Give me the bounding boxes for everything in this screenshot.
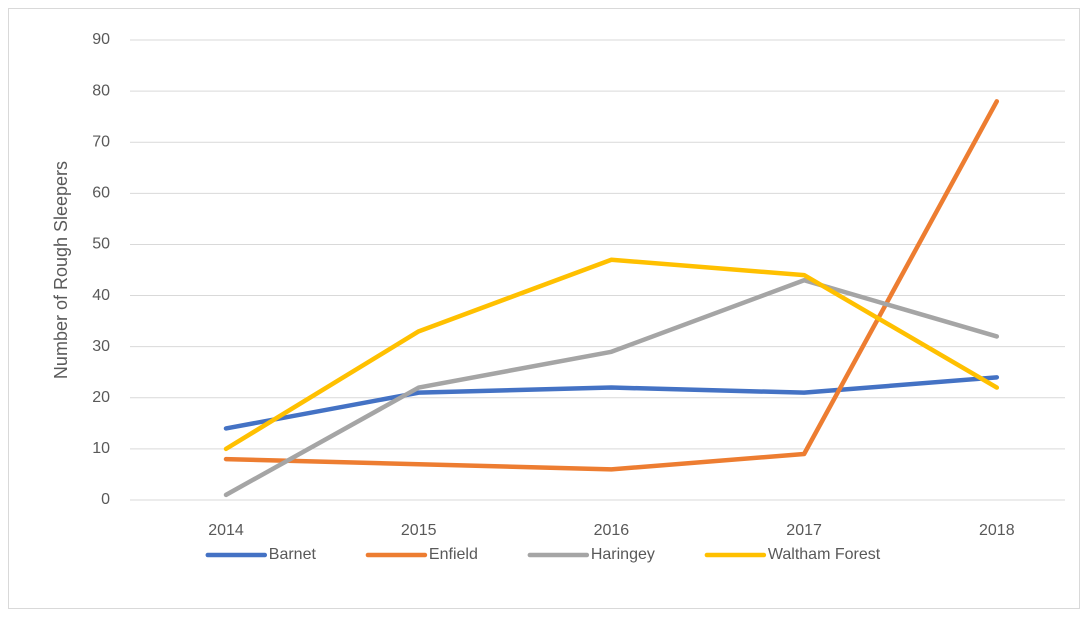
- y-tick-label: 90: [92, 31, 110, 48]
- x-tick-label: 2017: [786, 522, 822, 539]
- y-tick-label: 40: [92, 287, 110, 304]
- y-tick-label: 70: [92, 133, 110, 150]
- y-tick-label: 30: [92, 338, 110, 355]
- y-tick-label: 80: [92, 82, 110, 99]
- chart-border: [8, 8, 1080, 609]
- y-tick-label: 0: [101, 491, 110, 508]
- series-line: [223, 375, 1000, 431]
- x-tick-label: 2015: [401, 522, 437, 539]
- legend-label: Waltham Forest: [768, 546, 881, 563]
- legend-label: Barnet: [269, 546, 317, 563]
- series-line: [223, 277, 1000, 498]
- y-tick-label: 10: [92, 440, 110, 457]
- series-line: [223, 99, 1000, 472]
- series-line: [223, 257, 1000, 452]
- y-axis-label: Number of Rough Sleepers: [51, 161, 71, 379]
- x-tick-label: 2014: [208, 522, 244, 539]
- y-tick-label: 50: [92, 236, 110, 253]
- legend-label: Haringey: [591, 546, 655, 563]
- x-tick-label: 2018: [979, 522, 1015, 539]
- legend-label: Enfield: [429, 546, 478, 563]
- y-tick-label: 20: [92, 389, 110, 406]
- y-tick-label: 60: [92, 185, 110, 202]
- x-tick-label: 2016: [594, 522, 630, 539]
